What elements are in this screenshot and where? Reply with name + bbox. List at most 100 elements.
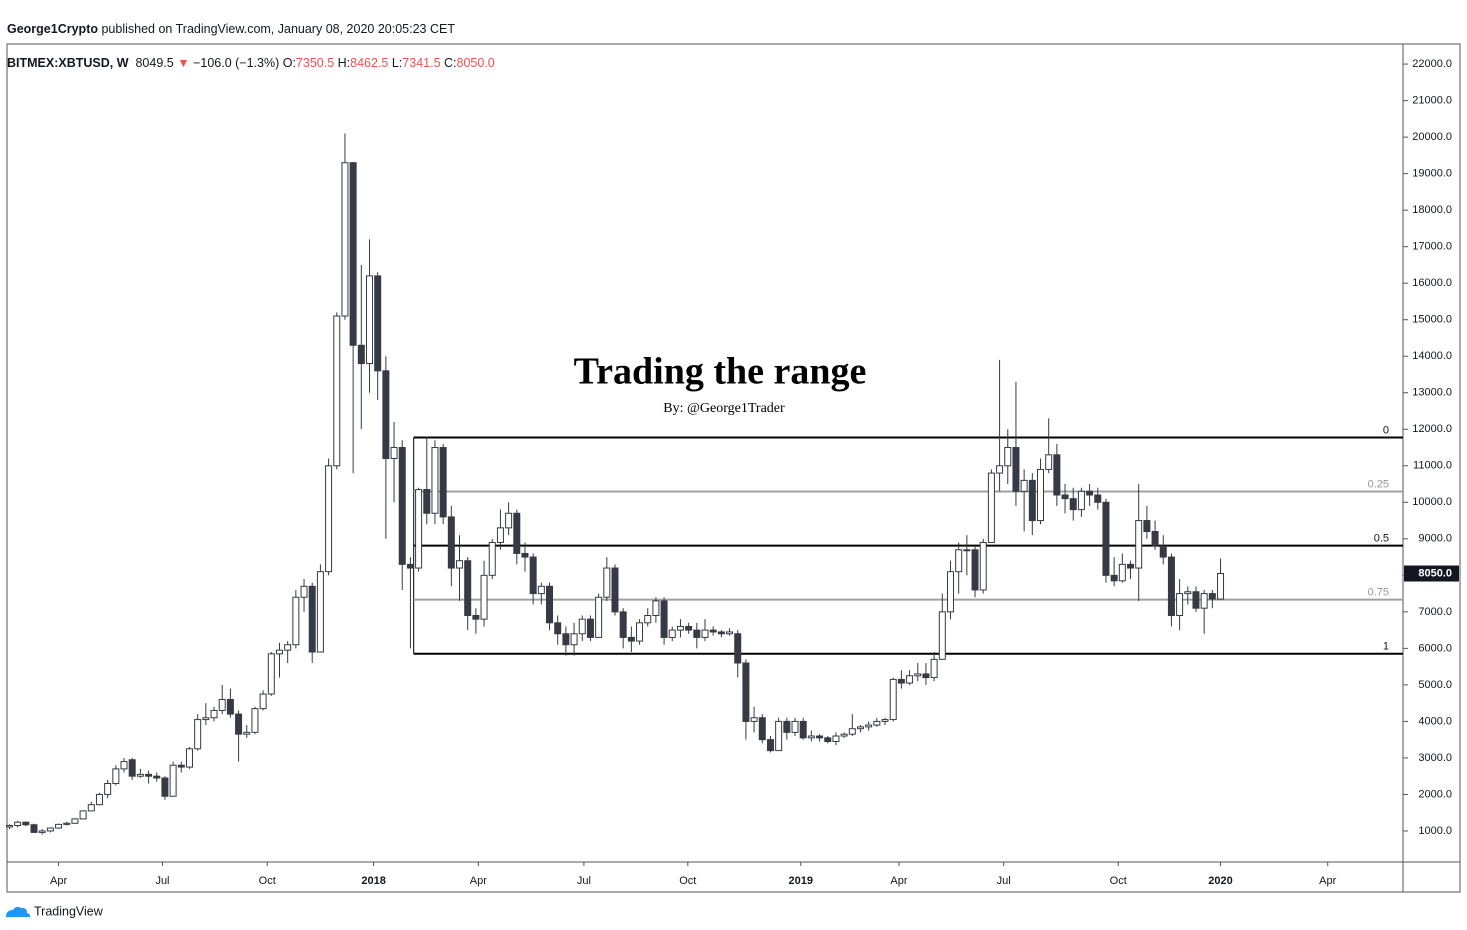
- candle-body: [693, 629, 701, 638]
- candle-body: [1028, 479, 1036, 522]
- candle-body: [447, 516, 455, 569]
- candle-body: [226, 698, 234, 715]
- y-tick-label: 12000.0: [1412, 423, 1452, 435]
- candle-body: [431, 447, 439, 514]
- ohlc-key: L:: [391, 56, 403, 70]
- candle-body: [136, 773, 144, 777]
- candle-body: [1020, 479, 1028, 492]
- candle-body: [14, 821, 22, 826]
- candle-body: [1208, 593, 1216, 600]
- candle-body: [873, 720, 881, 726]
- change: −106.0 (−1.3%): [193, 56, 280, 70]
- candle-body: [742, 662, 750, 722]
- candle-body: [488, 541, 496, 576]
- published: published on TradingView.com, January 08…: [101, 22, 455, 36]
- change-arrow: ▼: [177, 56, 190, 70]
- candle-body: [529, 556, 537, 595]
- range-level-label: 1: [1383, 641, 1389, 653]
- footer-logo: [6, 906, 31, 917]
- last-price-label: 8050.0: [1418, 567, 1452, 579]
- candle-body: [218, 698, 226, 711]
- candle-body: [112, 768, 120, 784]
- candle-body: [202, 717, 210, 721]
- author: George1Crypto: [7, 22, 98, 36]
- candle-body: [1036, 468, 1044, 522]
- candle-body: [153, 775, 161, 779]
- candle-body: [537, 585, 545, 595]
- candle-body: [194, 719, 202, 750]
- candle-body: [1004, 447, 1012, 467]
- candle-body: [316, 571, 324, 653]
- candle-body: [95, 793, 103, 806]
- candle-body: [1184, 591, 1192, 595]
- candle-body: [22, 821, 30, 826]
- candle-body: [1127, 563, 1135, 569]
- candle-body: [267, 653, 275, 695]
- candle-body: [750, 717, 758, 722]
- candle-body: [1159, 545, 1167, 558]
- candle-body: [586, 618, 594, 638]
- candle-body: [578, 618, 586, 635]
- y-tick-label: 1000.0: [1418, 825, 1452, 837]
- y-tick-label: 5000.0: [1418, 679, 1452, 691]
- candle-body: [1118, 563, 1126, 582]
- x-tick-label: Oct: [259, 875, 276, 887]
- candle-body: [210, 709, 218, 719]
- candle-body: [824, 737, 832, 742]
- candle-body: [243, 731, 251, 735]
- candle-body: [734, 633, 742, 664]
- ohlc-value: 7341.5: [402, 56, 441, 70]
- candle-body: [652, 600, 660, 617]
- candle-body: [906, 675, 914, 684]
- candle-body: [914, 673, 922, 677]
- x-tick-label: 2019: [788, 875, 812, 887]
- candle-body: [259, 693, 267, 710]
- candle-body: [366, 275, 374, 365]
- candle-body: [325, 465, 333, 573]
- candle-body: [398, 447, 406, 565]
- ohlc-key: C:: [444, 56, 457, 70]
- brand: TradingView: [34, 904, 104, 918]
- candle-body: [87, 804, 95, 812]
- candle-body: [284, 644, 292, 651]
- candle-body: [848, 728, 856, 735]
- candle-body: [766, 739, 774, 752]
- candle-body: [275, 649, 283, 655]
- candle-body: [128, 759, 136, 777]
- candle-body: [1135, 520, 1143, 569]
- y-tick-label: 11000.0: [1413, 460, 1452, 472]
- y-tick-label: 17000.0: [1412, 241, 1452, 253]
- y-tick-label: 22000.0: [1412, 58, 1452, 70]
- candle-body: [1167, 556, 1175, 617]
- publish-line: George1Crypto published on TradingView.c…: [7, 21, 498, 38]
- candle-body: [865, 724, 873, 728]
- candle-body: [235, 713, 243, 735]
- candle-body: [480, 574, 488, 620]
- header: George1Crypto published on TradingView.c…: [7, 4, 498, 89]
- candle-body: [104, 782, 112, 795]
- candle-body: [505, 512, 513, 529]
- candle-body: [1110, 574, 1118, 582]
- candle-body: [783, 720, 791, 733]
- candle-body: [1151, 531, 1159, 547]
- candle-body: [1192, 591, 1200, 609]
- y-tick-label: 16000.0: [1412, 277, 1452, 289]
- x-tick-label: Apr: [50, 875, 67, 887]
- candle-body: [1086, 490, 1094, 496]
- candle-body: [120, 761, 128, 770]
- x-tick-label: 2018: [361, 875, 385, 887]
- x-tick-label: Jul: [997, 875, 1011, 887]
- chart-subtitle: By: @George1Trader: [663, 401, 785, 416]
- candle-body: [963, 549, 971, 552]
- candle-body: [1077, 490, 1085, 511]
- candle-body: [79, 810, 87, 820]
- ohlc-value: 8462.5: [350, 56, 389, 70]
- candle-body: [701, 629, 709, 638]
- candle-body: [979, 541, 987, 591]
- y-tick-label: 14000.0: [1412, 350, 1452, 362]
- x-tick-label: 2020: [1208, 875, 1232, 887]
- candle-body: [55, 823, 63, 829]
- candle-body: [685, 625, 693, 631]
